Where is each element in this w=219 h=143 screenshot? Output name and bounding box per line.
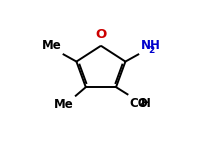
Text: NH: NH [140,39,160,52]
Text: CO: CO [129,97,148,110]
Text: 2: 2 [138,99,144,108]
Text: H: H [141,97,151,110]
Text: Me: Me [42,39,61,52]
Text: 2: 2 [149,46,155,55]
Text: Me: Me [54,98,74,111]
Text: O: O [95,28,107,41]
